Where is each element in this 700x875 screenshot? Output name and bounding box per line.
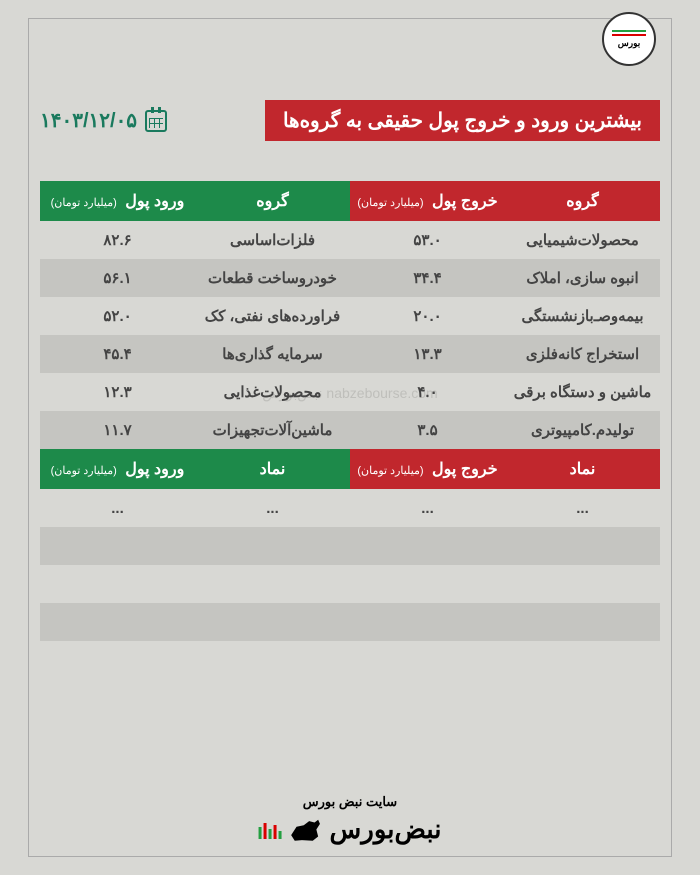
col-group-inflow: گروه <box>195 181 350 221</box>
table-cell: ۵۶.۱ <box>40 259 195 297</box>
table-cell: ۴.۰ <box>350 373 505 411</box>
table-cell: ۵۲.۰ <box>40 297 195 335</box>
table-row <box>40 527 660 565</box>
table-cell: سرمایه گذاری‌ها <box>195 335 350 373</box>
table-cell <box>195 565 350 603</box>
table-cell <box>505 603 660 641</box>
table-cell: ۳۴.۴ <box>350 259 505 297</box>
footer-site: سایت نبض بورس <box>259 794 442 810</box>
table-cell <box>40 603 195 641</box>
table-cell <box>195 527 350 565</box>
col-symbol-inflow: ورود پول (میلیارد تومان) <box>40 449 195 489</box>
table-cell: انبوه سازی، املاک <box>505 259 660 297</box>
money-flow-table: گروه خروج پول (میلیارد تومان) گروه ورود … <box>40 181 660 641</box>
table-cell: ۱۲.۳ <box>40 373 195 411</box>
col-symbol-out: نماد <box>505 449 660 489</box>
table-cell: ۲۰.۰ <box>350 297 505 335</box>
table-cell: محصولات‌غذایی <box>195 373 350 411</box>
main-content: بیشترین ورود و خروج پول حقیقی به گروه‌ها… <box>40 100 660 641</box>
col-symbol-outflow: خروج پول (میلیارد تومان) <box>350 449 505 489</box>
table-cell: استخراج کانه‌فلزی <box>505 335 660 373</box>
table-cell <box>505 565 660 603</box>
table-cell <box>195 603 350 641</box>
table-cell: ... <box>505 489 660 527</box>
table-cell: ماشین‌آلات‌تجهیزات <box>195 411 350 449</box>
table-cell: خودرو‌ساخت قطعات <box>195 259 350 297</box>
table-row <box>40 603 660 641</box>
bars-icon <box>259 821 282 839</box>
table-cell <box>505 527 660 565</box>
col-symbol-in: نماد <box>195 449 350 489</box>
table-cell: ماشین و دستگاه برقی <box>505 373 660 411</box>
table-cell: ۵۳.۰ <box>350 221 505 259</box>
brand-logo-top: بورس <box>602 12 656 66</box>
table-row: استخراج کانه‌فلزی۱۳.۳سرمایه گذاری‌ها۴۵.۴ <box>40 335 660 373</box>
table-row: انبوه سازی، املاک۳۴.۴خودرو‌ساخت قطعات۵۶.… <box>40 259 660 297</box>
table-cell: ... <box>350 489 505 527</box>
table-cell: ۴۵.۴ <box>40 335 195 373</box>
table-cell: بیمه‌وصـ‌بازنشستگی <box>505 297 660 335</box>
bull-icon <box>288 816 324 844</box>
calendar-icon <box>145 110 167 132</box>
date-box: ۱۴۰۳/۱۲/۰۵ <box>40 108 167 133</box>
table-cell: ... <box>195 489 350 527</box>
col-inflow: ورود پول (میلیارد تومان) <box>40 181 195 221</box>
title-row: بیشترین ورود و خروج پول حقیقی به گروه‌ها… <box>40 100 660 141</box>
page-title: بیشترین ورود و خروج پول حقیقی به گروه‌ها <box>265 100 660 141</box>
footer-brand: نبض‌بورس <box>259 814 442 845</box>
table-row: بیمه‌وصـ‌بازنشستگی۲۰.۰فراورده‌های نفتی، … <box>40 297 660 335</box>
flag-icon <box>612 30 646 36</box>
table-cell: فلزات‌اساسی <box>195 221 350 259</box>
col-outflow: خروج پول (میلیارد تومان) <box>350 181 505 221</box>
table-row: ............ <box>40 489 660 527</box>
table-cell: ۳.۵ <box>350 411 505 449</box>
table-cell: ... <box>40 489 195 527</box>
table-cell: ۱۱.۷ <box>40 411 195 449</box>
table-row: تولیدم.کامپیوتری۳.۵ماشین‌آلات‌تجهیزات۱۱.… <box>40 411 660 449</box>
table-cell <box>350 603 505 641</box>
table-cell <box>350 565 505 603</box>
logo-text: بورس <box>618 38 641 49</box>
date-value: ۱۴۰۳/۱۲/۰۵ <box>40 108 137 133</box>
table-cell: فراورده‌های نفتی، کک <box>195 297 350 335</box>
table-row: ماشین و دستگاه برقی۴.۰محصولات‌غذایی۱۲.۳ <box>40 373 660 411</box>
table-cell <box>40 527 195 565</box>
table-cell: ۸۲.۶ <box>40 221 195 259</box>
table-cell: تولیدم.کامپیوتری <box>505 411 660 449</box>
col-group-outflow: گروه <box>505 181 660 221</box>
table-cell <box>40 565 195 603</box>
table-cell: ۱۳.۳ <box>350 335 505 373</box>
footer: سایت نبض بورس نبض‌بورس <box>259 794 442 845</box>
table-row: محصولات‌شیمیایی۵۳.۰فلزات‌اساسی۸۲.۶ <box>40 221 660 259</box>
table-cell: محصولات‌شیمیایی <box>505 221 660 259</box>
table-row <box>40 565 660 603</box>
table-cell <box>350 527 505 565</box>
